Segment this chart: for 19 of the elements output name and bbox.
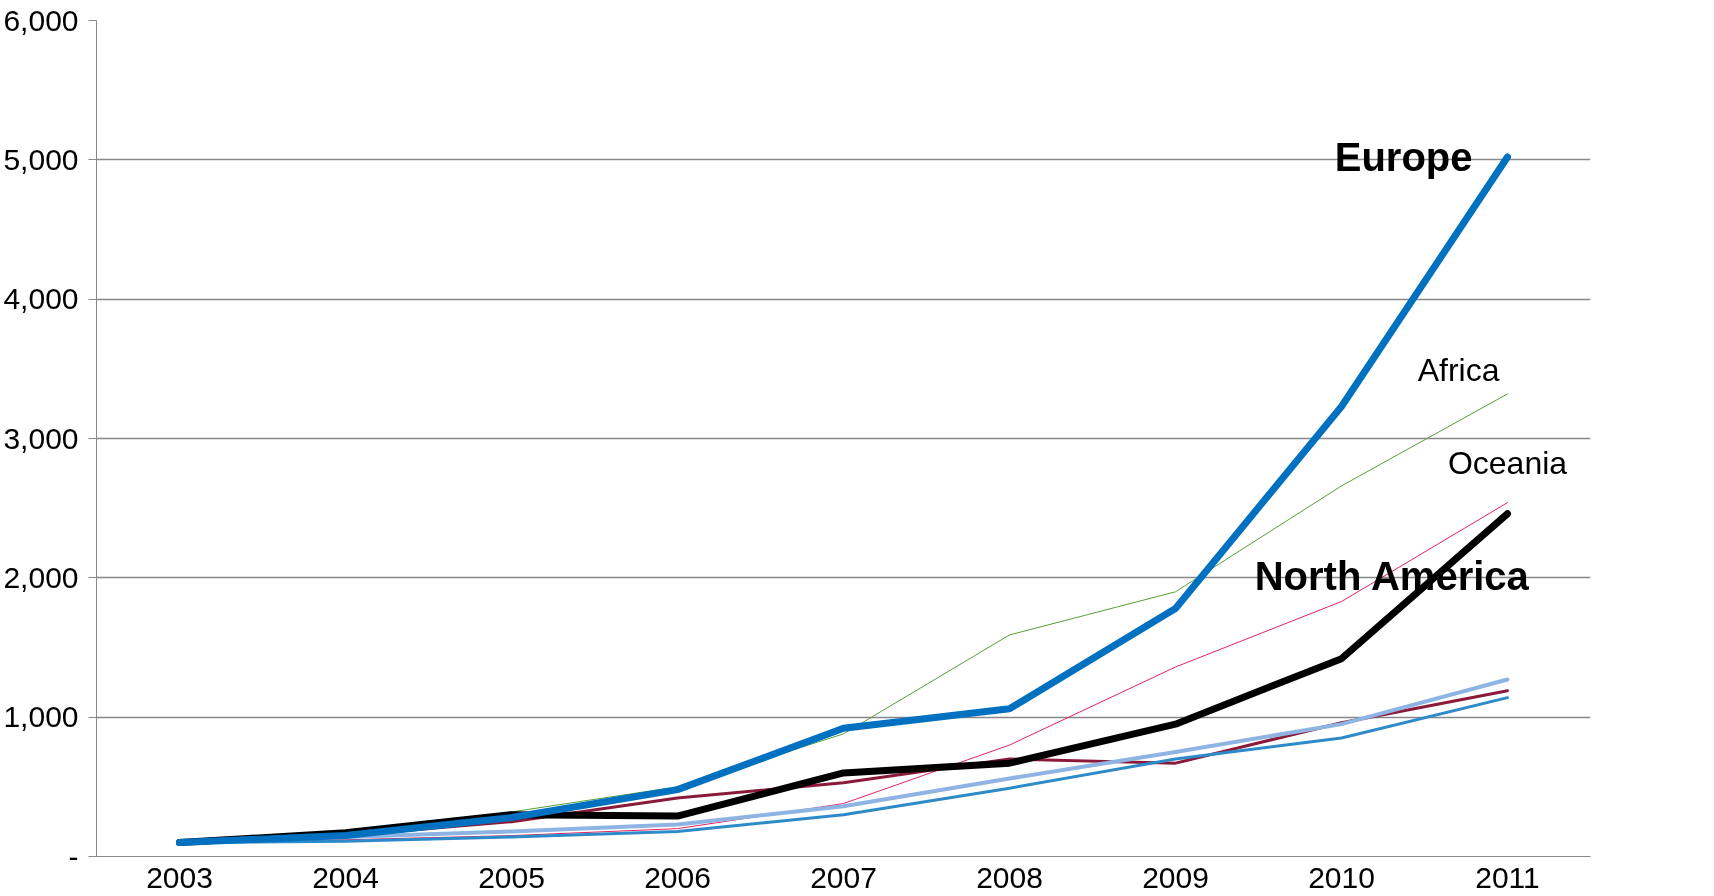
x-tick-label: 2011 <box>1475 860 1540 894</box>
x-tick-label: 2007 <box>810 860 877 894</box>
x-tick-label: 2005 <box>478 860 545 894</box>
series-label: Africa <box>1417 351 1500 388</box>
y-tick-label: 6,000 <box>3 3 79 37</box>
x-tick-label: 2004 <box>312 860 379 894</box>
series-label: Europe <box>1334 135 1473 180</box>
x-tick-label: 2008 <box>976 860 1043 894</box>
x-tick-label: 2006 <box>644 860 711 894</box>
y-tick-label: 3,000 <box>3 421 79 455</box>
x-tick-label: 2003 <box>146 860 213 894</box>
y-tick-label: 1,000 <box>3 700 79 734</box>
y-tick-label: 5,000 <box>3 142 79 176</box>
x-tick-label: 2009 <box>1142 860 1209 894</box>
y-tick-label: 4,000 <box>3 282 79 316</box>
series-label: Oceania <box>1447 444 1568 481</box>
y-tick-label: 2,000 <box>3 560 79 594</box>
y-tick-label: - <box>68 839 79 873</box>
x-tick-label: 2010 <box>1308 860 1375 894</box>
